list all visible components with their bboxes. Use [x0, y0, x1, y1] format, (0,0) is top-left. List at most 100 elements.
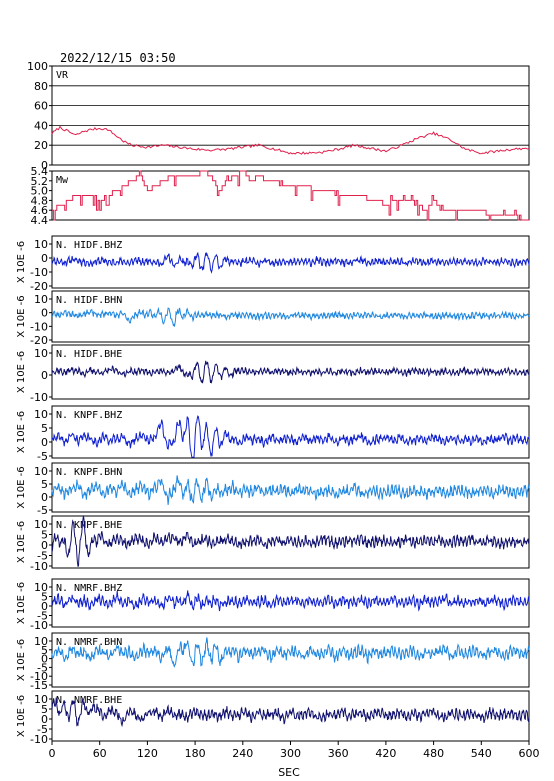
panel-label: N. KNPF.BHN — [56, 467, 122, 478]
y-tick-label: -5 — [37, 450, 48, 463]
y-tick-label: 0 — [41, 539, 48, 552]
panel-label: N. KNPF.BHZ — [56, 410, 122, 421]
panel-n-hidf-bhz: 100-10-20X 10E -6 N. HIDF.BHZ — [16, 235, 530, 293]
x-axis-label: SEC — [278, 766, 300, 779]
x-tick-label: 480 — [423, 747, 444, 760]
y-tick-label: 0 — [41, 159, 48, 172]
y-tick-label: -10 — [30, 733, 48, 746]
x-tick-label: 300 — [280, 747, 301, 760]
x-tick-label: 0 — [49, 747, 56, 760]
series-line — [51, 360, 530, 384]
panel-label: N. HIDF.BHN — [56, 295, 122, 306]
x-tick-label: 180 — [185, 747, 206, 760]
x-tick-label: 600 — [519, 747, 540, 760]
y-tick-label: -10 — [30, 391, 48, 404]
y-tick-label: 10 — [34, 408, 48, 421]
y-tick-label: 5 — [41, 644, 48, 657]
panel-frame — [51, 65, 530, 166]
panel-n-hidf-bhe: 10 0 -10X 10E -6 N. HIDF.BHE — [16, 344, 530, 404]
panel-frame — [51, 170, 530, 221]
y-tick-label: 0 — [41, 491, 48, 504]
series-line — [51, 125, 530, 155]
y-tick-label: -5 — [37, 504, 48, 517]
x-tick-label: 120 — [137, 747, 158, 760]
y-tick-label: -5 — [37, 723, 48, 736]
y-axis-label: X 10E -6 — [16, 639, 27, 681]
panel-label: VR — [56, 70, 69, 81]
y-tick-label: -10 — [30, 619, 48, 632]
y-axis-label: X 10E -6 — [16, 241, 27, 283]
y-tick-label: -10 — [30, 670, 48, 683]
y-tick-label: -10 — [30, 560, 48, 573]
panel-frame — [51, 290, 530, 343]
y-tick-label: 10 — [34, 581, 48, 594]
series-line — [51, 514, 530, 568]
y-tick-label: 10 — [34, 293, 48, 306]
series-line — [52, 170, 529, 221]
y-tick-label: -5 — [37, 550, 48, 563]
y-tick-label: 60 — [34, 100, 48, 113]
y-tick-label: 20 — [34, 139, 48, 152]
y-tick-label: 0 — [41, 252, 48, 265]
y-axis-label: X 10E -6 — [16, 351, 27, 393]
y-axis-label: X 10E -6 — [16, 295, 27, 337]
series-line — [51, 697, 530, 728]
x-tick-label: 420 — [375, 747, 396, 760]
panel-label: N. KNPF.BHE — [56, 520, 122, 531]
panel-vr: 0 20 40 60 80 100 VR — [27, 60, 530, 172]
y-tick-label: 0 — [41, 436, 48, 449]
x-tick-label: 360 — [328, 747, 349, 760]
panel-label: N. HIDF.BHZ — [56, 240, 122, 251]
y-axis-label: X 10E -6 — [16, 582, 27, 624]
y-tick-label: 4.4 — [31, 214, 49, 227]
header-datetime: 2022/12/15 03:50 — [60, 51, 176, 65]
y-tick-label: -15 — [30, 679, 48, 692]
y-tick-label: 80 — [34, 80, 48, 93]
y-tick-label: 5.0 — [31, 185, 49, 198]
panel-label: N. NMRF.BHE — [56, 695, 122, 706]
series-line — [51, 251, 530, 274]
y-tick-label: 0 — [41, 307, 48, 320]
panel-label: N. HIDF.BHE — [56, 349, 122, 360]
panel-n-hidf-bhn: 100-10-20X 10E -6 N. HIDF.BHN — [16, 290, 530, 347]
panel-frame — [51, 578, 530, 628]
y-tick-label: 10 — [34, 238, 48, 251]
y-tick-label: 0 — [41, 600, 48, 613]
y-tick-label: 0 — [41, 369, 48, 382]
series-line — [51, 475, 530, 505]
y-axis-label: X 10E -6 — [16, 521, 27, 563]
y-tick-label: 5 — [41, 478, 48, 491]
y-tick-label: -20 — [30, 280, 48, 293]
y-tick-label: -20 — [30, 334, 48, 347]
y-tick-label: 0 — [41, 713, 48, 726]
y-tick-label: 5 — [41, 703, 48, 716]
y-tick-label: 10 — [34, 635, 48, 648]
y-tick-label: 10 — [34, 693, 48, 706]
y-tick-label: 5.2 — [31, 175, 49, 188]
y-tick-label: 5 — [41, 529, 48, 542]
y-tick-label: 100 — [27, 60, 48, 73]
panel-label: N. NMRF.BHN — [56, 637, 122, 648]
y-tick-label: 10 — [34, 518, 48, 531]
y-tick-label: -10 — [30, 320, 48, 333]
panel-frame — [51, 632, 530, 688]
y-tick-label: 10 — [34, 347, 48, 360]
x-tick-label: 60 — [93, 747, 107, 760]
y-axis-label: X 10E -6 — [16, 466, 27, 508]
panel-frame — [51, 235, 530, 289]
x-axis: 0 60 120 180 240 300 360 420 480 540 600 — [49, 741, 540, 760]
panels: 020406080100VR4.44.64.85.05.25.4Mw100-10… — [16, 60, 530, 746]
panel-label: N. NMRF.BHZ — [56, 583, 122, 594]
y-axis-label: X 10E -6 — [16, 411, 27, 453]
y-tick-label: 5 — [41, 591, 48, 604]
panel-label: Mw — [56, 175, 69, 186]
y-tick-label: -5 — [37, 610, 48, 623]
panel-frame — [51, 405, 530, 459]
y-tick-label: -10 — [30, 266, 48, 279]
